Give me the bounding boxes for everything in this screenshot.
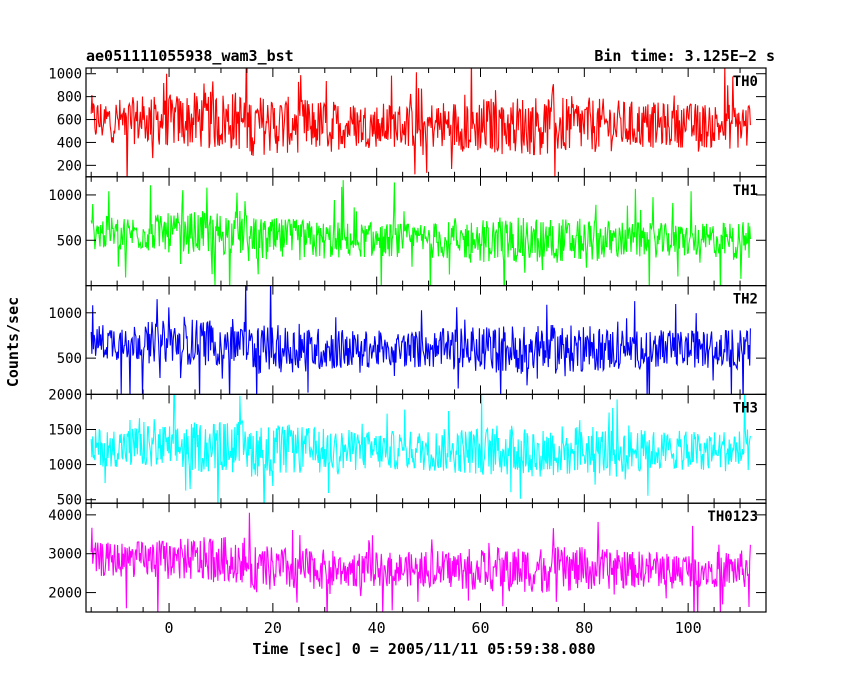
x-tick-label: 60	[471, 619, 489, 637]
series-name-th3: TH3	[733, 400, 758, 416]
y-axis-label: Counts/sec	[4, 297, 22, 387]
y-tick-label: 2000	[48, 387, 82, 403]
y-tick-label: 500	[57, 493, 82, 509]
x-tick-label: 20	[264, 619, 282, 637]
y-tick-label: 1000	[48, 458, 82, 474]
y-tick-label: 800	[57, 90, 82, 106]
x-tick-label: 100	[675, 619, 702, 637]
y-tick-label: 1500	[48, 422, 82, 438]
x-axis-label: Time [sec] 0 = 2005/11/11 05:59:38.080	[252, 640, 595, 658]
x-tick-label: 40	[368, 619, 386, 637]
x-tick-label: 80	[575, 619, 593, 637]
bin-time-label: Bin time: 3.125E−2 s	[594, 47, 775, 65]
y-tick-label: 4000	[48, 508, 82, 524]
y-tick-label: 200	[57, 158, 82, 174]
series-line-th0123	[90, 512, 751, 613]
chart-title: ae051111055938_wam3_bst	[86, 47, 294, 65]
y-tick-label: 1000	[48, 306, 82, 322]
y-tick-label: 500	[57, 351, 82, 367]
panel-th1: 500 1000 TH1	[48, 176, 767, 287]
y-tick-label: 3000	[48, 547, 82, 563]
y-tick-label: 600	[57, 113, 82, 129]
x-tick-label: 0	[165, 619, 174, 637]
series-line-th2	[90, 285, 751, 395]
panel-th0123: 2000 3000 4000 TH0123	[48, 502, 767, 613]
series-line-th1	[90, 180, 751, 286]
panel-th3: 500 1000 1500 2000 TH3	[48, 387, 767, 509]
panel-frame	[85, 502, 767, 613]
y-tick-label: 500	[57, 233, 82, 249]
series-name-th2: TH2	[733, 292, 758, 308]
y-tick-label: 400	[57, 135, 82, 151]
series-name-th1: TH1	[733, 183, 758, 199]
series-name-th0: TH0	[733, 74, 758, 90]
series-line-th0	[90, 68, 751, 177]
panel-th2: 500 1000 TH2	[48, 285, 767, 396]
y-tick-label: 1000	[48, 67, 82, 83]
panel-th0: 200 400 600 800 1000 TH0	[48, 67, 767, 178]
series-name-th0123: TH0123	[707, 509, 758, 525]
y-tick-label: 2000	[48, 586, 82, 602]
series-line-th3	[90, 394, 751, 504]
y-tick-label: 1000	[48, 188, 82, 204]
